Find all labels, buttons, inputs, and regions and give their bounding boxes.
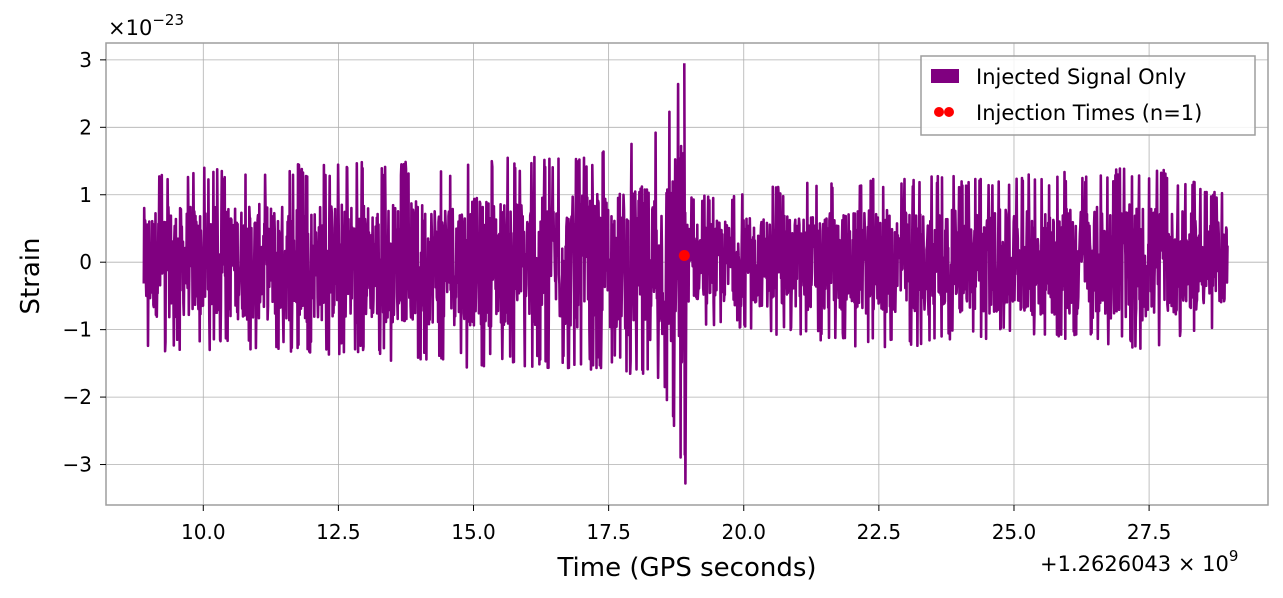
y-axis-label: Strain: [16, 237, 46, 314]
injection-time-point: [678, 249, 690, 261]
x-tick-label: 22.5: [857, 520, 902, 544]
x-tick-label: 15.0: [451, 520, 496, 544]
x-offset-label: +1.2626043 × 109: [1040, 547, 1238, 576]
y-tick-label: 2: [79, 115, 92, 139]
y-multiplier-exponent: −23: [152, 11, 184, 29]
series-layer: [142, 63, 1229, 485]
y-tick-label: 3: [79, 48, 92, 72]
y-tick-label: −2: [63, 385, 92, 409]
legend: Injected Signal Only Injection Times (n=…: [920, 55, 1256, 136]
y-axis-ticks: −3 −2 −1 0 1 2 3: [63, 48, 106, 477]
x-axis-ticks: 10.0 12.5 15.0 17.5 20.0 22.5 25.0 27.5: [181, 505, 1171, 544]
y-tick-label: 1: [79, 183, 92, 207]
x-tick-label: 25.0: [992, 520, 1037, 544]
legend-label-injection: Injection Times (n=1): [976, 101, 1202, 125]
legend-label-signal: Injected Signal Only: [976, 65, 1186, 89]
legend-box: [920, 55, 1256, 136]
legend-swatch-signal: [931, 69, 959, 83]
x-tick-label: 27.5: [1127, 520, 1172, 544]
y-multiplier-text: ×10: [108, 16, 152, 40]
x-axis-label: Time (GPS seconds): [556, 553, 816, 583]
y-tick-label: 0: [79, 250, 92, 274]
plot-frame: [105, 42, 1269, 506]
y-tick-label: −3: [63, 453, 92, 477]
y-tick-label: −1: [63, 318, 92, 342]
x-tick-label: 20.0: [721, 520, 766, 544]
x-offset-text: +1.2626043 × 10: [1040, 552, 1229, 576]
y-multiplier-label: ×10−23: [108, 11, 184, 40]
legend-marker-injection-1: [934, 107, 944, 117]
x-offset-exponent: 9: [1229, 547, 1239, 565]
x-tick-label: 17.5: [586, 520, 631, 544]
series-line-injected-signal: [142, 63, 1229, 485]
legend-marker-injection-2: [944, 107, 954, 117]
x-tick-label: 12.5: [316, 520, 361, 544]
x-tick-label: 10.0: [181, 520, 226, 544]
scatter-layer: [678, 249, 690, 261]
